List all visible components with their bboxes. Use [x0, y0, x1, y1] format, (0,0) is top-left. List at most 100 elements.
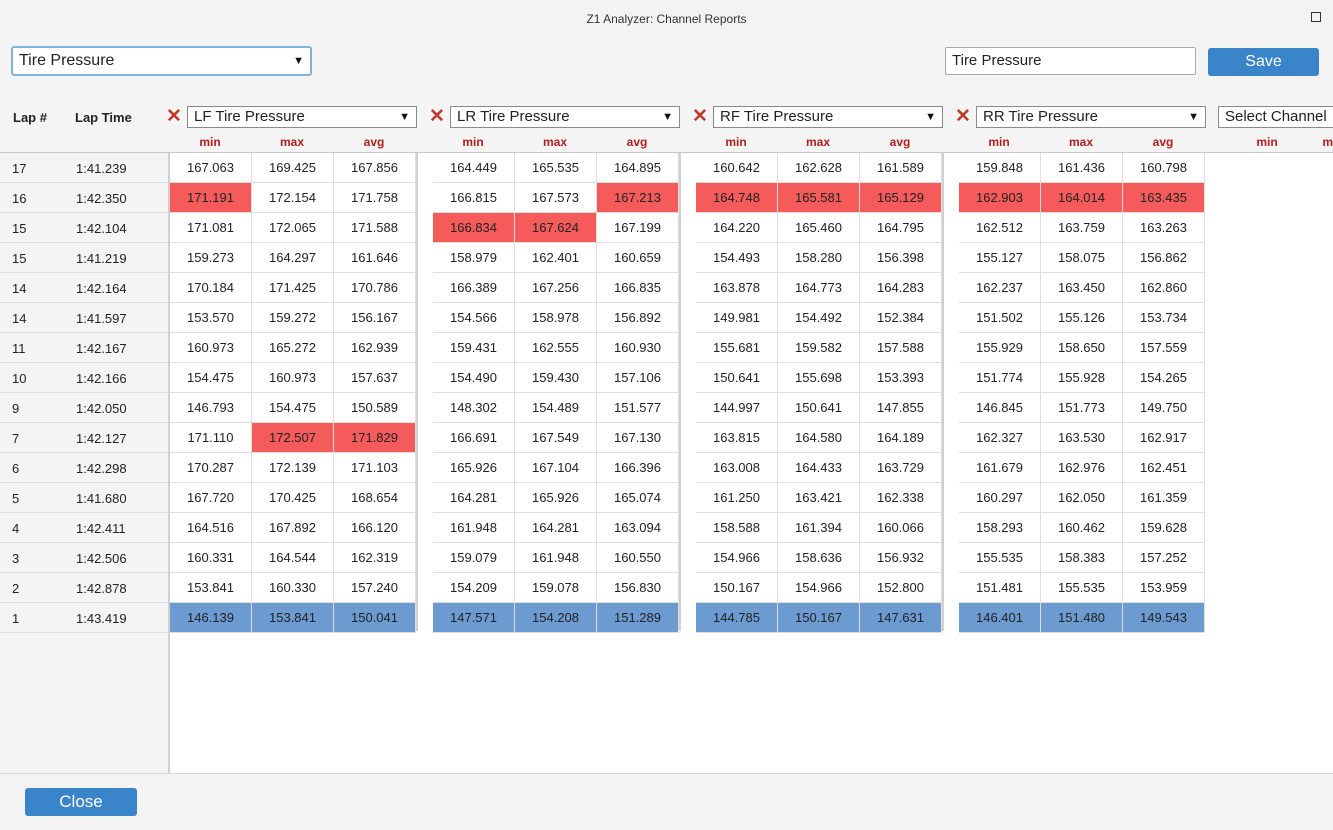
maximize-icon[interactable]: [1311, 12, 1321, 22]
remove-channel-icon[interactable]: ✕: [166, 106, 182, 127]
value-cell: 166.389: [433, 273, 515, 303]
table-row[interactable]: 14 1:41.597 153.570 159.272 156.167 154.566 15…: [0, 303, 1333, 333]
lap-number-header: Lap #: [13, 110, 47, 125]
value-cell: 154.492: [778, 303, 860, 333]
value-cell: 171.081: [170, 213, 252, 243]
value-cell: 148.302: [433, 393, 515, 423]
chevron-down-icon: ▼: [293, 55, 304, 67]
value-cell: 164.283: [860, 273, 942, 303]
lap-number: 14: [12, 281, 27, 296]
group-divider: [416, 153, 418, 631]
value-cell: 147.631: [860, 603, 942, 633]
table-row[interactable]: 10 1:42.166 154.475 160.973 157.637 154.490 15…: [0, 363, 1333, 393]
value-cell: 162.917: [1123, 423, 1205, 453]
value-cell: 150.167: [778, 603, 860, 633]
value-cell: 155.535: [1041, 573, 1123, 603]
value-cell: 146.139: [170, 603, 252, 633]
value-cell: 157.637: [334, 363, 416, 393]
value-cell: 154.966: [696, 543, 778, 573]
report-name-input[interactable]: Tire Pressure: [945, 47, 1196, 75]
value-cell: 171.110: [170, 423, 252, 453]
value-cell: 171.829: [334, 423, 416, 453]
value-cell: 162.976: [1041, 453, 1123, 483]
value-cell: 162.939: [334, 333, 416, 363]
value-cell: 161.436: [1041, 153, 1123, 183]
value-cell: 162.512: [959, 213, 1041, 243]
value-cell: 164.773: [778, 273, 860, 303]
value-cell: 159.272: [252, 303, 334, 333]
table-row[interactable]: 6 1:42.298 170.287 172.139 171.103 165.926 167…: [0, 453, 1333, 483]
channel-select-lr[interactable]: LR Tire Pressure ▼: [450, 106, 680, 128]
value-cell: 163.530: [1041, 423, 1123, 453]
channel-select-value: RF Tire Pressure: [720, 108, 834, 125]
table-row[interactable]: 16 1:42.350 171.191 172.154 171.758 166.815 16…: [0, 183, 1333, 213]
value-cell: 156.862: [1123, 243, 1205, 273]
remove-channel-icon[interactable]: ✕: [955, 106, 971, 127]
chevron-down-icon: ▼: [925, 111, 936, 123]
value-cell: 151.773: [1041, 393, 1123, 423]
value-cell: 167.720: [170, 483, 252, 513]
channel-select-new[interactable]: Select Channel: [1218, 106, 1333, 128]
lap-number: 17: [12, 161, 27, 176]
value-cell: 149.981: [696, 303, 778, 333]
value-cell: 159.848: [959, 153, 1041, 183]
channel-select-rr[interactable]: RR Tire Pressure ▼: [976, 106, 1206, 128]
table-row[interactable]: 14 1:42.164 170.184 171.425 170.786 166.389 16…: [0, 273, 1333, 303]
value-cell: 155.681: [696, 333, 778, 363]
value-cell: 163.759: [1041, 213, 1123, 243]
remove-channel-icon[interactable]: ✕: [692, 106, 708, 127]
table-row[interactable]: 11 1:42.167 160.973 165.272 162.939 159.431 16…: [0, 333, 1333, 363]
value-cell: 166.691: [433, 423, 515, 453]
value-cell: 164.433: [778, 453, 860, 483]
max-subheader: max: [279, 135, 305, 149]
lap-number: 7: [12, 431, 20, 446]
value-cell: 162.338: [860, 483, 942, 513]
value-cell: 155.698: [778, 363, 860, 393]
lap-number: 5: [12, 491, 20, 506]
table-row[interactable]: 17 1:41.239 167.063 169.425 167.856 164.449 16…: [0, 153, 1333, 183]
table-row[interactable]: 4 1:42.411 164.516 167.892 166.120 161.948 164…: [0, 513, 1333, 543]
lap-time: 1:43.419: [76, 611, 127, 626]
value-cell: 162.237: [959, 273, 1041, 303]
value-cell: 168.654: [334, 483, 416, 513]
value-cell: 160.462: [1041, 513, 1123, 543]
value-cell: 167.573: [515, 183, 597, 213]
remove-channel-icon[interactable]: ✕: [429, 106, 445, 127]
table-row[interactable]: 3 1:42.506 160.331 164.544 162.319 159.079 161…: [0, 543, 1333, 573]
channel-select-lf[interactable]: LF Tire Pressure ▼: [187, 106, 417, 128]
table-row[interactable]: 15 1:42.104 171.081 172.065 171.588 166.834 16…: [0, 213, 1333, 243]
value-cell: 147.571: [433, 603, 515, 633]
table-row[interactable]: 7 1:42.127 171.110 172.507 171.829 166.691 167…: [0, 423, 1333, 453]
save-button[interactable]: Save: [1208, 48, 1319, 76]
value-cell: 150.641: [778, 393, 860, 423]
avg-subheader: avg: [889, 135, 911, 149]
lap-time: 1:42.298: [76, 461, 127, 476]
value-cell: 165.074: [597, 483, 679, 513]
table-row[interactable]: 5 1:41.680 167.720 170.425 168.654 164.281 165…: [0, 483, 1333, 513]
value-cell: 167.130: [597, 423, 679, 453]
table-row[interactable]: 15 1:41.219 159.273 164.297 161.646 158.979 16…: [0, 243, 1333, 273]
chevron-down-icon: ▼: [399, 111, 410, 123]
preset-dropdown[interactable]: Tire Pressure ▼: [11, 46, 312, 76]
value-cell: 154.475: [170, 363, 252, 393]
close-button[interactable]: Close: [25, 788, 137, 816]
value-cell: 170.287: [170, 453, 252, 483]
value-cell: 171.758: [334, 183, 416, 213]
value-cell: 163.729: [860, 453, 942, 483]
table-row[interactable]: 1 1:43.419 146.139 153.841 150.041 147.571 154…: [0, 603, 1333, 633]
lap-time: 1:42.166: [76, 371, 127, 386]
lap-time: 1:42.167: [76, 341, 127, 356]
value-cell: 157.106: [597, 363, 679, 393]
value-cell: 154.209: [433, 573, 515, 603]
value-cell: 156.398: [860, 243, 942, 273]
channel-select-value: LR Tire Pressure: [457, 108, 570, 125]
value-cell: 157.240: [334, 573, 416, 603]
table-row[interactable]: 2 1:42.878 153.841 160.330 157.240 154.209 159…: [0, 573, 1333, 603]
value-cell: 154.566: [433, 303, 515, 333]
value-cell: 164.297: [252, 243, 334, 273]
value-cell: 166.835: [597, 273, 679, 303]
table-row[interactable]: 9 1:42.050 146.793 154.475 150.589 148.302 154…: [0, 393, 1333, 423]
value-cell: 166.120: [334, 513, 416, 543]
lap-time: 1:42.350: [76, 191, 127, 206]
channel-select-rf[interactable]: RF Tire Pressure ▼: [713, 106, 943, 128]
